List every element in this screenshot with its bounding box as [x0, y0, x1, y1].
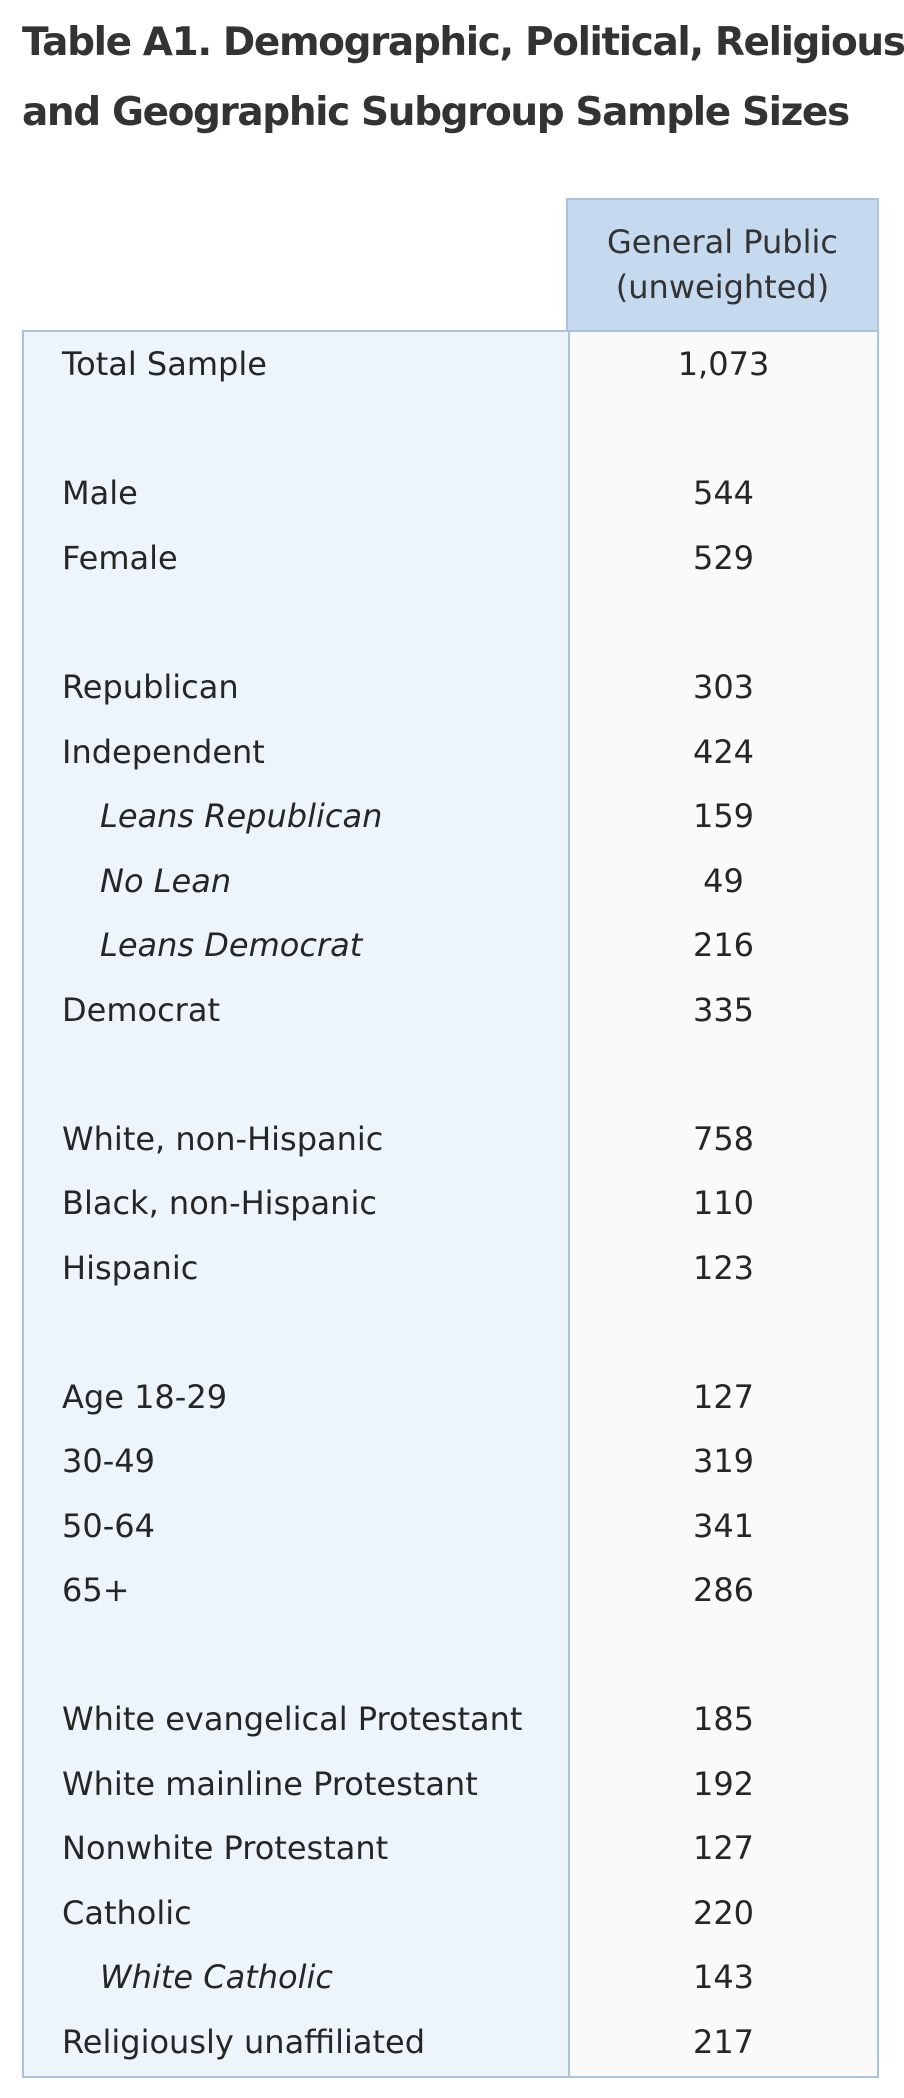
column-header-line-2: (unweighted) [615, 268, 830, 306]
row-label: White evangelical Protestant [62, 1700, 523, 1738]
table-title-line-1: Table A1. Demographic, Political, Religi… [22, 20, 904, 65]
table-title: Table A1. Demographic, Political, Religi… [22, 8, 904, 148]
row-value: 529 [692, 539, 755, 577]
column-header-general-public: General Public (unweighted) [566, 198, 879, 330]
row-value: 286 [692, 1571, 755, 1609]
row-label: Total Sample [62, 345, 267, 383]
row-label: Leans Republican [100, 797, 383, 835]
row-label: Democrat [62, 991, 220, 1029]
row-value: 127 [692, 1829, 755, 1867]
row-label: Male [62, 474, 138, 512]
row-value: 216 [692, 926, 755, 964]
row-value: 159 [692, 797, 755, 835]
row-value: 217 [692, 2023, 755, 2061]
row-value: 319 [692, 1442, 755, 1480]
table-row: White evangelical Protestant 185 [24, 1687, 877, 1751]
row-value: 127 [692, 1378, 755, 1416]
row-label: Independent [62, 733, 265, 771]
table-row: Democrat 335 [24, 978, 877, 1042]
table-row: Religiously unaffiliated 217 [24, 2010, 877, 2074]
table-row: 30-49 319 [24, 1429, 877, 1493]
row-value: 335 [692, 991, 755, 1029]
row-value: 758 [692, 1120, 755, 1158]
row-value: 123 [692, 1249, 755, 1287]
row-label: No Lean [100, 862, 232, 900]
table-row: Age 18-29 127 [24, 1365, 877, 1429]
table-row: Republican 303 [24, 655, 877, 719]
row-label: Religiously unaffiliated [62, 2023, 426, 2061]
table-row: White Catholic 143 [24, 1945, 877, 2009]
sample-size-table: Total Sample 1,073 Male 544 Female 529 R… [22, 330, 879, 2078]
row-value: 110 [692, 1184, 755, 1222]
table-row: No Lean 49 [24, 849, 877, 913]
row-value: 1,073 [677, 345, 770, 383]
table-row: White mainline Protestant 192 [24, 1752, 877, 1816]
row-label: White mainline Protestant [62, 1765, 478, 1803]
table-row: Total Sample 1,073 [24, 332, 877, 396]
row-value: 192 [692, 1765, 755, 1803]
table-row: White, non-Hispanic 758 [24, 1107, 877, 1171]
row-label: 65+ [62, 1571, 130, 1609]
table-row: Independent 424 [24, 720, 877, 784]
row-label: Female [62, 539, 178, 577]
table-row: 65+ 286 [24, 1558, 877, 1622]
table-row: Black, non-Hispanic 110 [24, 1171, 877, 1235]
table-row: Catholic 220 [24, 1881, 877, 1945]
row-value: 185 [692, 1700, 755, 1738]
row-value: 49 [703, 862, 744, 900]
table-title-line-2: and Geographic Subgroup Sample Sizes [22, 90, 850, 135]
row-label: Age 18-29 [62, 1378, 228, 1416]
row-label: Leans Democrat [100, 926, 363, 964]
row-value: 303 [692, 668, 755, 706]
column-header-line-1: General Public [607, 223, 838, 261]
table-row: Leans Republican 159 [24, 784, 877, 848]
row-value: 424 [692, 733, 755, 771]
table-row: Female 529 [24, 526, 877, 590]
row-label: White Catholic [100, 1958, 333, 1996]
row-value: 544 [692, 474, 755, 512]
row-value: 341 [692, 1507, 755, 1545]
row-label: Republican [62, 668, 239, 706]
row-label: 50-64 [62, 1507, 155, 1545]
row-label: 30-49 [62, 1442, 155, 1480]
table-row: Leans Democrat 216 [24, 913, 877, 977]
row-label: Nonwhite Protestant [62, 1829, 389, 1867]
row-value: 220 [692, 1894, 755, 1932]
table-row: Hispanic 123 [24, 1236, 877, 1300]
row-label: Catholic [62, 1894, 192, 1932]
table-row: Nonwhite Protestant 127 [24, 1816, 877, 1880]
row-label: Hispanic [62, 1249, 199, 1287]
table-row: 50-64 341 [24, 1494, 877, 1558]
table-row: Male 544 [24, 461, 877, 525]
row-value: 143 [692, 1958, 755, 1996]
row-label: Black, non-Hispanic [62, 1184, 377, 1222]
label-column-background [24, 332, 570, 2076]
row-label: White, non-Hispanic [62, 1120, 384, 1158]
